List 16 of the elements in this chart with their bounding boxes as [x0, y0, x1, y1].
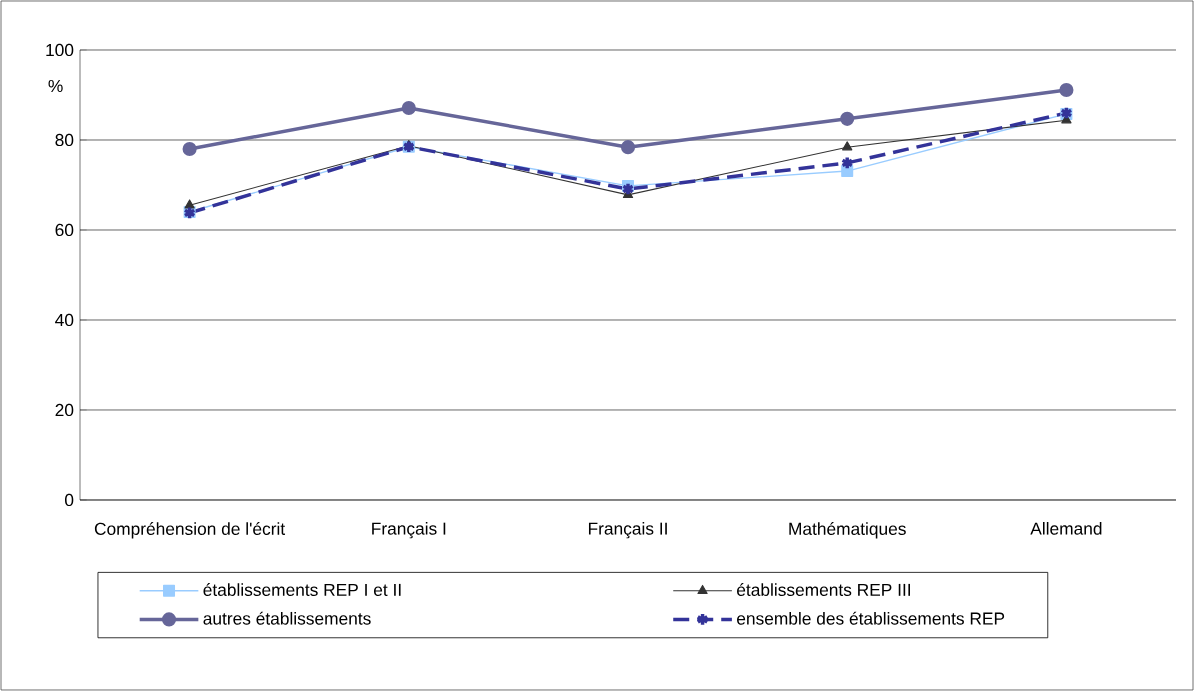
y-tick-label: 20: [55, 403, 74, 417]
x-tick-label: Mathématiques: [789, 522, 906, 539]
x-tick-label: Français II: [588, 522, 667, 539]
y-tick-label: 40: [55, 313, 74, 327]
y-tick-label: 0: [65, 493, 74, 507]
legend-label: autres établissements: [203, 611, 371, 625]
y-axis-title: %: [48, 79, 63, 93]
legend-label: ensemble des établissements REP: [737, 611, 1005, 625]
x-tick-label: Français I: [372, 522, 446, 539]
legend-label: établissements REP I et II: [203, 583, 401, 596]
x-tick-label: Compréhension de l'écrit: [94, 522, 286, 539]
legend-label: établissements REP III: [737, 583, 910, 596]
y-tick-label: 80: [55, 133, 74, 147]
y-tick-label: 60: [55, 223, 74, 237]
y-tick-label: 100: [46, 43, 74, 57]
x-tick-label: Allemand: [1030, 522, 1102, 535]
